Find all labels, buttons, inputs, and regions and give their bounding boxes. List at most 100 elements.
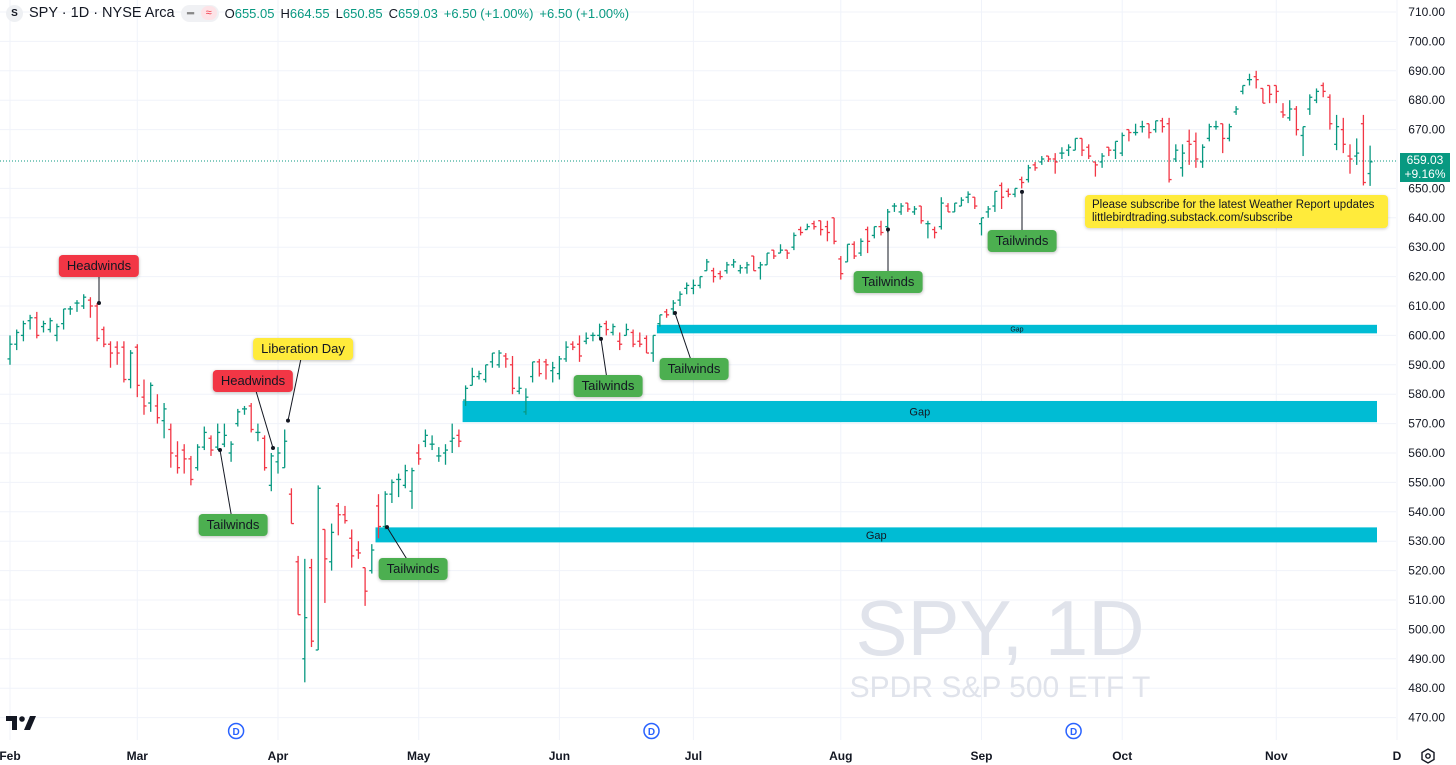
ohlc-bar bbox=[242, 405, 247, 415]
gear-icon[interactable] bbox=[1420, 748, 1436, 764]
ohlc-bar bbox=[1273, 84, 1279, 104]
annotation-anchor bbox=[886, 227, 890, 232]
ohlc-bar bbox=[597, 323, 603, 339]
ohlc-bar bbox=[1200, 144, 1206, 168]
annotation-headwinds[interactable]: Headwinds bbox=[58, 255, 140, 277]
y-tick-label: 600.00 bbox=[1408, 328, 1445, 342]
y-tick-label: 550.00 bbox=[1408, 475, 1445, 489]
ohlc-bar bbox=[315, 485, 321, 651]
ohlc-bar bbox=[443, 444, 448, 465]
ohlc-bar bbox=[141, 379, 147, 415]
ohlc-bar bbox=[1287, 100, 1293, 121]
ohlc-bar bbox=[396, 473, 402, 498]
tradingview-logo[interactable] bbox=[6, 716, 36, 732]
y-tick-label: 630.00 bbox=[1408, 240, 1445, 254]
dividend-d-icon[interactable]: D bbox=[227, 722, 245, 740]
ohlc-bar bbox=[757, 261, 763, 280]
ohlc-bar bbox=[1193, 132, 1199, 168]
ohlc-bar bbox=[999, 182, 1005, 209]
time-axis[interactable]: Feb Mar Apr May Jun Jul Aug Sep Oct Nov D bbox=[0, 749, 1402, 763]
annotation-headwinds[interactable]: Headwinds bbox=[212, 370, 294, 392]
x-tick-label: Apr bbox=[268, 749, 289, 763]
annotation-tailwinds[interactable]: Tailwinds bbox=[573, 375, 643, 397]
ohlc-bar bbox=[288, 488, 294, 525]
x-tick-label: Feb bbox=[0, 749, 21, 763]
ohlc-bar bbox=[14, 329, 20, 351]
ohlc-bar bbox=[1146, 123, 1152, 139]
ohlc-bar bbox=[94, 303, 100, 342]
ohlc-bar bbox=[20, 320, 26, 342]
x-tick-label: Aug bbox=[829, 749, 852, 763]
ohlc-bar bbox=[114, 341, 120, 365]
ohlc-bar bbox=[952, 202, 958, 213]
ohlc-bar bbox=[925, 220, 931, 239]
ohlc-bar bbox=[1039, 156, 1045, 165]
ohlc-bar bbox=[791, 232, 797, 251]
ohlc-bar bbox=[603, 320, 609, 336]
high-value: H664.55 bbox=[280, 5, 330, 21]
ohlc-bar bbox=[74, 300, 80, 312]
annotation-tailwinds[interactable]: Tailwinds bbox=[853, 271, 923, 293]
ohlc-bar bbox=[362, 567, 368, 606]
price-axis[interactable]: 710.00 700.00 690.00 680.00 670.00 650.00 640.… bbox=[1408, 5, 1445, 725]
ohlc-bar bbox=[1099, 153, 1105, 168]
open-value: O655.05 bbox=[224, 5, 275, 21]
ohlc-bar bbox=[1032, 161, 1038, 171]
ohlc-bar bbox=[1314, 88, 1319, 104]
ohlc-bar bbox=[918, 205, 924, 224]
ohlc-bar bbox=[905, 202, 911, 212]
dividend-d-icon[interactable]: D bbox=[1065, 722, 1082, 740]
annotation-tailwinds[interactable]: Tailwinds bbox=[987, 230, 1057, 252]
ohlc-bar bbox=[208, 435, 214, 456]
subscribe-note[interactable]: Please subscribe for the latest Weather … bbox=[1085, 195, 1388, 228]
y-tick-label: 610.00 bbox=[1408, 299, 1445, 313]
ohlc-bar bbox=[543, 358, 549, 380]
x-tick-label: Mar bbox=[127, 749, 149, 763]
annotation-anchor bbox=[286, 418, 290, 423]
ohlc-bar bbox=[188, 455, 194, 486]
annotation-leader bbox=[287, 348, 304, 421]
x-tick-label: Sep bbox=[970, 749, 992, 763]
ohlc-bar bbox=[1260, 87, 1266, 104]
annotation-tailwinds[interactable]: Tailwinds bbox=[659, 358, 729, 380]
last-price: 659.03 bbox=[1406, 153, 1444, 167]
ohlc-bar bbox=[382, 491, 388, 530]
ohlc-bar bbox=[697, 275, 703, 289]
dividend-d-icon[interactable]: D bbox=[643, 722, 660, 740]
y-tick-label: 670.00 bbox=[1408, 123, 1445, 137]
annotation-anchor bbox=[673, 311, 677, 316]
approx-icon[interactable]: ≈ bbox=[200, 6, 217, 20]
ohlc-bar bbox=[764, 252, 770, 266]
ohlc-bar bbox=[1347, 144, 1353, 174]
ohlc-bar bbox=[503, 353, 509, 368]
ohlc-bar bbox=[1233, 106, 1239, 115]
ohlc-bar bbox=[550, 361, 556, 383]
ohlc-bar bbox=[650, 334, 656, 362]
y-tick-label: 640.00 bbox=[1408, 211, 1445, 225]
x-tick-label: Jun bbox=[549, 749, 570, 763]
annotation-liberation-day[interactable]: Liberation Day bbox=[253, 338, 353, 360]
gap-zone bbox=[462, 400, 1378, 423]
watermark-subtitle: SPDR S&P 500 ETF T bbox=[850, 671, 1151, 704]
minus-icon[interactable]: ━ bbox=[187, 7, 194, 20]
ohlc-bar bbox=[510, 355, 515, 395]
last-price-tag: 659.03 +9.16% bbox=[1400, 153, 1450, 182]
ohlc-bar bbox=[717, 270, 723, 280]
ohlc-bar bbox=[47, 317, 53, 333]
ohlc-bar bbox=[536, 358, 542, 377]
annotation-tailwinds[interactable]: Tailwinds bbox=[198, 514, 268, 536]
ohlc-bar bbox=[771, 249, 777, 259]
ohlc-bar bbox=[87, 297, 93, 318]
ohlc-bar bbox=[195, 444, 201, 471]
ohlc-bar bbox=[958, 197, 964, 207]
annotation-tailwinds[interactable]: Tailwinds bbox=[378, 558, 448, 580]
indicator-toggles[interactable]: ━ ≈ bbox=[180, 4, 219, 22]
ohlc-bar bbox=[1226, 123, 1232, 142]
symbol-title[interactable]: SPY · 1D · NYSE Arca bbox=[29, 5, 175, 21]
ohlc-bar bbox=[262, 435, 268, 471]
ohlc-bar bbox=[322, 528, 328, 603]
ohlc-bar bbox=[992, 190, 998, 212]
y-tick-label: 620.00 bbox=[1408, 270, 1445, 284]
ohlc-bar bbox=[369, 544, 375, 574]
